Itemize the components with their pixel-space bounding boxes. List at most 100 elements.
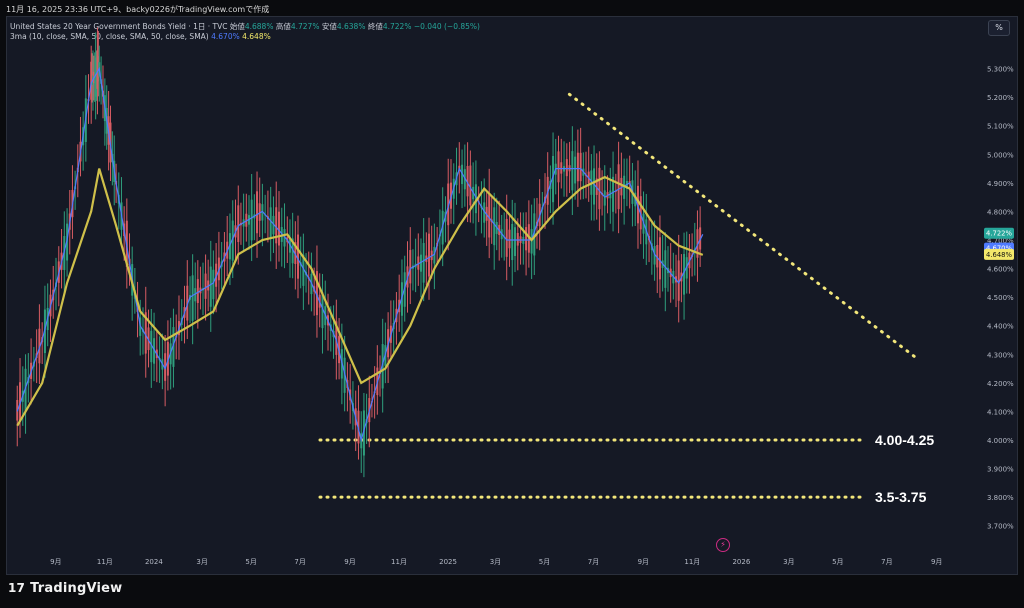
y-tick-label: 3.900%: [987, 466, 1014, 474]
candle-body: [533, 213, 536, 256]
lightning-icon[interactable]: ⚡: [716, 538, 730, 552]
candle-body: [362, 410, 365, 456]
candle-body: [212, 269, 215, 300]
x-tick-label: 3月: [196, 558, 207, 566]
ma-value-2: 4.648%: [242, 32, 271, 41]
candle-body: [38, 328, 41, 364]
candles: [16, 27, 702, 478]
y-tick-label: 4.700%: [987, 237, 1014, 245]
candle-body: [256, 191, 259, 234]
y-tick-label: 4.100%: [987, 408, 1014, 416]
y-tick-label: 3.800%: [987, 494, 1014, 502]
price-tag-label: 4.722%: [986, 230, 1012, 238]
percent-toggle-button[interactable]: %: [988, 20, 1010, 36]
candle-body: [677, 260, 680, 301]
ma-legend: 3ma (10, close, SMA, 50, close, SMA, 50,…: [10, 32, 271, 41]
y-tick-label: 5.300%: [987, 66, 1014, 74]
price-tag-label: 4.670%: [986, 245, 1012, 253]
candle-body: [552, 155, 555, 203]
candle-body: [505, 218, 508, 257]
candle-body: [511, 223, 514, 261]
candle-body: [683, 254, 686, 295]
candle-body: [297, 234, 300, 279]
candle-body: [623, 175, 626, 199]
candle-body: [144, 312, 147, 354]
candle-body: [231, 220, 234, 261]
candle-body: [250, 199, 253, 241]
x-tick-label: 3月: [490, 558, 501, 566]
candle-body: [294, 242, 297, 264]
candle-body: [24, 368, 27, 412]
candle-body: [560, 162, 563, 174]
candle-body: [474, 184, 477, 214]
chart-panel[interactable]: [6, 16, 1018, 575]
candle-body: [433, 246, 436, 264]
candle-body: [147, 327, 150, 351]
symbol-legend: United States 20 Year Government Bonds Y…: [10, 21, 480, 32]
tradingview-logo-mark: 𝟭𝟳: [8, 581, 26, 595]
x-tick-label: 2025: [439, 558, 457, 566]
candle-body: [696, 229, 699, 258]
low-label: 安値: [321, 22, 337, 31]
candle-body: [571, 151, 574, 191]
ma-label: 3ma (10, close, SMA, 50, close, SMA, 50,…: [10, 32, 209, 41]
x-tick-label: 2026: [732, 558, 750, 566]
y-tick-label: 4.800%: [987, 208, 1014, 216]
y-tick-label: 4.900%: [987, 180, 1014, 188]
candle-body: [447, 183, 450, 226]
candle-body: [335, 321, 338, 355]
y-tick-label: 4.400%: [987, 323, 1014, 331]
candle-body: [258, 203, 261, 221]
candle-body: [302, 254, 305, 286]
y-tick-label: 5.200%: [987, 94, 1014, 102]
candle-body: [557, 151, 560, 183]
x-tick-label: 7月: [881, 558, 892, 566]
candle-body: [261, 204, 264, 221]
candle-body: [321, 292, 324, 329]
open-label: 始値: [229, 22, 245, 31]
tradingview-logo[interactable]: 𝟭𝟳 TradingView: [8, 581, 122, 596]
candle-body: [417, 256, 420, 270]
candle-body: [525, 227, 528, 251]
candle-body: [172, 327, 175, 367]
x-tick-label: 7月: [588, 558, 599, 566]
trend-line: [567, 92, 921, 362]
low-value: 4.638%: [336, 22, 366, 31]
candle-body: [150, 330, 153, 363]
candle-body: [419, 254, 422, 272]
brand-name: TradingView: [30, 581, 123, 596]
candle-body: [194, 288, 197, 302]
candle-body: [603, 190, 606, 206]
price-tag: [984, 227, 1014, 239]
symbol-name: United States 20 Year Government Bonds Y…: [10, 22, 228, 31]
x-tick-label: 11月: [684, 558, 700, 566]
price-tag: [984, 248, 1014, 260]
candle-body: [574, 156, 577, 184]
candle-body: [277, 211, 280, 246]
candle-body: [514, 227, 517, 256]
candle-body: [315, 271, 318, 316]
y-tick-label: 4.000%: [987, 437, 1014, 445]
candle-body: [488, 193, 491, 238]
candle-body: [656, 245, 659, 268]
x-tick-label: 5月: [245, 558, 256, 566]
x-tick-label: 9月: [638, 558, 649, 566]
close-label: 終値: [367, 22, 383, 31]
candle-body: [639, 196, 642, 230]
candle-body: [19, 382, 22, 421]
open-value: 4.688%: [244, 22, 274, 31]
y-tick-label: 3.700%: [987, 523, 1014, 531]
candle-body: [381, 344, 384, 389]
y-tick-label: 4.300%: [987, 351, 1014, 359]
candle-body: [237, 205, 240, 243]
candle-body: [612, 176, 615, 212]
candle-body: [428, 233, 431, 277]
x-tick-label: 3月: [783, 558, 794, 566]
high-value: 4.727%: [290, 22, 320, 31]
series-line-short-ma: [16, 66, 704, 443]
candle-body: [565, 159, 568, 177]
y-tick-label: 4.600%: [987, 266, 1014, 274]
y-tick-label: 5.000%: [987, 151, 1014, 159]
candle-body: [269, 207, 272, 238]
series-line-long-ma: [16, 168, 704, 427]
